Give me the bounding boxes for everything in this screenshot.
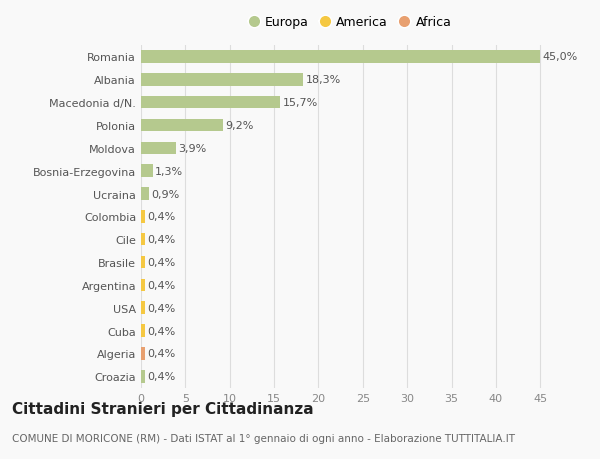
Text: Cittadini Stranieri per Cittadinanza: Cittadini Stranieri per Cittadinanza	[12, 401, 314, 416]
Bar	[141, 279, 145, 291]
Bar	[141, 234, 145, 246]
Text: 0,4%: 0,4%	[147, 257, 175, 268]
Legend: Europa, America, Africa: Europa, America, Africa	[242, 11, 457, 34]
Bar	[141, 119, 223, 132]
Text: 0,4%: 0,4%	[147, 371, 175, 381]
Bar	[141, 74, 304, 86]
Bar	[141, 142, 176, 155]
Bar	[141, 370, 145, 383]
Bar	[141, 51, 540, 63]
Bar	[141, 211, 145, 223]
Text: 0,4%: 0,4%	[147, 326, 175, 336]
Text: 0,4%: 0,4%	[147, 349, 175, 358]
Bar	[141, 97, 280, 109]
Text: 18,3%: 18,3%	[306, 75, 341, 85]
Text: 3,9%: 3,9%	[178, 144, 206, 153]
Bar	[141, 256, 145, 269]
Bar	[141, 188, 149, 200]
Text: 0,4%: 0,4%	[147, 303, 175, 313]
Text: 0,9%: 0,9%	[152, 189, 180, 199]
Bar	[141, 325, 145, 337]
Text: 45,0%: 45,0%	[543, 52, 578, 62]
Text: 0,4%: 0,4%	[147, 280, 175, 290]
Text: COMUNE DI MORICONE (RM) - Dati ISTAT al 1° gennaio di ogni anno - Elaborazione T: COMUNE DI MORICONE (RM) - Dati ISTAT al …	[12, 433, 515, 442]
Text: 9,2%: 9,2%	[225, 121, 254, 131]
Text: 0,4%: 0,4%	[147, 212, 175, 222]
Text: 1,3%: 1,3%	[155, 166, 184, 176]
Bar	[141, 165, 152, 178]
Bar	[141, 347, 145, 360]
Text: 0,4%: 0,4%	[147, 235, 175, 245]
Text: 15,7%: 15,7%	[283, 98, 318, 108]
Bar	[141, 302, 145, 314]
